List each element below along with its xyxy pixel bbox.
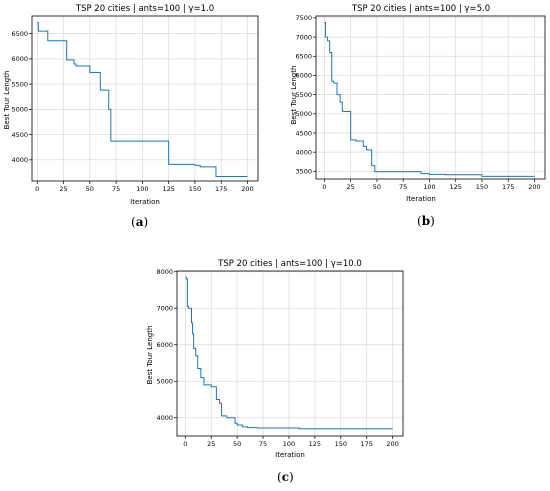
x-tick-label-c-7: 175 [361,440,373,448]
x-axis-label-b: Iteration [406,195,436,203]
caption-c: (c) [277,470,294,484]
chart-title-c: TSP 20 cities | ants=100 | γ=10.0 [217,259,362,269]
x-tick-label-a-4: 100 [136,185,148,193]
y-tick-label-b-8: 7500 [295,14,312,22]
chart-title-b: TSP 20 cities | ants=100 | γ=5.0 [351,4,490,14]
caption-a: (a) [131,215,149,229]
plot-frame-c [176,270,404,437]
x-tick-label-c-8: 200 [386,440,398,448]
y-tick-label-a-3: 5500 [11,80,28,88]
y-tick-label-b-3: 5000 [295,110,312,118]
x-tick-label-c-2: 50 [233,440,241,448]
x-axis-label-c: Iteration [275,451,305,459]
x-tick-label-a-2: 50 [86,185,94,193]
y-ticks-b: 3500 4000 4500 5000 5500 6000 6500 7000 7500 [295,14,316,176]
chart-title-a: TSP 20 cities | ants=100 | γ=1.0 [75,4,214,14]
series-line-b [324,22,535,177]
x-tick-label-b-8: 200 [528,183,540,191]
x-tick-label-b-2: 50 [373,183,381,191]
x-ticks-c: 0 25 50 75 100 125 150 175 200 [183,436,399,448]
y-tick-label-a-0: 4000 [11,156,28,164]
x-tick-label-c-1: 25 [207,440,215,448]
x-tick-label-b-1: 25 [347,183,355,191]
y-axis-label-a: Best Tour Length [3,71,11,130]
y-tick-label-c-3: 7000 [156,305,173,313]
y-tick-label-c-2: 6000 [156,341,173,349]
x-tick-label-c-5: 125 [309,440,321,448]
series-line-a [37,22,248,177]
x-axis-label-a: Iteration [130,198,160,206]
x-tick-label-b-0: 0 [322,183,326,191]
x-tick-label-c-6: 150 [335,440,347,448]
x-tick-label-b-5: 125 [450,183,462,191]
chart-panel-c: TSP 20 cities | ants=100 | γ=10.0 0 25 50 7… [146,259,404,459]
y-tick-label-c-0: 4000 [156,414,173,422]
x-tick-label-a-6: 150 [189,185,201,193]
chart-panel-a: TSP 20 cities | ants=100 | γ=1.0 0 25 50 75… [3,4,259,206]
y-ticks-c: 4000 5000 6000 7000 8000 [156,268,177,422]
grid-b [316,16,545,179]
x-tick-label-a-3: 75 [112,185,120,193]
y-tick-label-b-1: 4000 [295,148,312,156]
x-tick-label-c-3: 75 [259,440,267,448]
x-tick-label-c-0: 0 [183,440,187,448]
x-tick-label-c-4: 100 [283,440,295,448]
grid-c [177,271,403,436]
x-tick-label-a-8: 200 [241,185,253,193]
y-tick-label-a-4: 6000 [11,55,28,63]
x-tick-label-a-0: 0 [35,185,39,193]
y-tick-label-a-2: 5000 [11,106,28,114]
caption-b: (b) [417,214,435,228]
grid-a [32,16,258,181]
y-tick-label-b-4: 5500 [295,91,312,99]
y-tick-label-c-4: 8000 [156,268,173,276]
plot-frame-a [31,15,259,182]
y-tick-label-b-2: 4500 [295,129,312,137]
x-tick-label-a-5: 125 [162,185,174,193]
y-ticks-a: 4000 4500 5000 5500 6000 6500 [11,30,32,164]
y-axis-label-c: Best Tour Length [146,326,154,385]
chart-panel-b: TSP 20 cities | ants=100 | γ=5.0 0 25 50 75… [290,4,546,203]
x-tick-label-a-7: 175 [215,185,227,193]
x-tick-label-a-1: 25 [59,185,67,193]
plot-frame-b [315,15,546,180]
y-tick-label-c-1: 5000 [156,378,173,386]
x-tick-label-b-4: 100 [423,183,435,191]
y-axis-label-b: Best Tour Length [290,66,298,125]
y-tick-label-b-6: 6500 [295,53,312,61]
y-tick-label-a-5: 6500 [11,30,28,38]
x-ticks-b: 0 25 50 75 100 125 150 175 200 [322,179,541,191]
x-tick-label-b-6: 150 [476,183,488,191]
y-tick-label-b-7: 7000 [295,33,312,41]
x-tick-label-b-7: 175 [502,183,514,191]
y-tick-label-b-0: 3500 [295,168,312,176]
y-tick-label-a-1: 4500 [11,131,28,139]
y-tick-label-b-5: 6000 [295,72,312,80]
x-ticks-a: 0 25 50 75 100 125 150 175 200 [35,181,254,193]
series-line-c [185,276,393,430]
x-tick-label-b-3: 75 [399,183,407,191]
